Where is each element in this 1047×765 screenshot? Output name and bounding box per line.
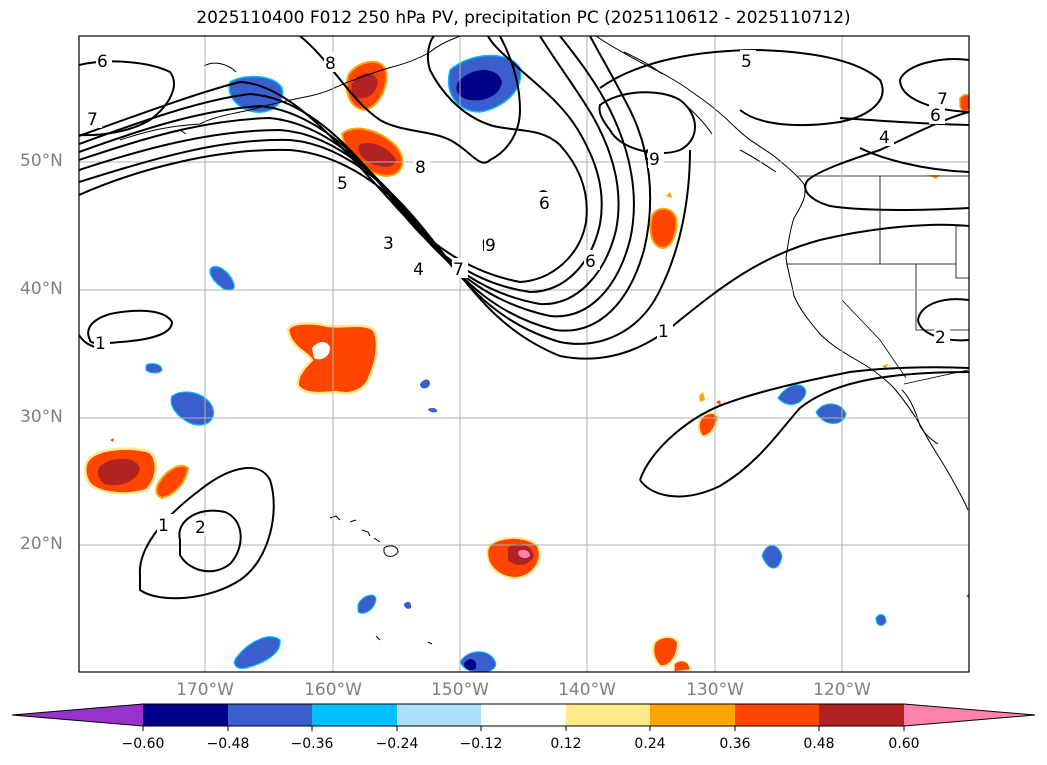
contour-label: 7 [937,90,948,110]
political-borders [786,175,969,385]
colorbar-tick: −0.60 [121,736,165,752]
contour-label: 5 [741,52,752,72]
contour-label: 3 [383,234,394,254]
contour-label: 1 [658,322,669,342]
colorbar-tick: −0.48 [206,736,250,752]
map-frame [78,35,970,673]
lon-label-120w: 120°W [813,680,871,700]
contour-label: 1 [158,516,169,536]
colorbar-tick: 0.36 [719,736,751,752]
colorbar-tick: 0.60 [888,736,920,752]
contour-label: 8 [415,158,426,178]
colorbar-swatch [12,704,143,726]
contour-label: 4 [413,260,424,280]
map-title: 2025110400 F012 250 hPa PV, precipitatio… [196,8,851,28]
lat-label-50n: 50°N [20,151,63,171]
contour-label: 5 [337,174,348,194]
contour-label: 2 [195,518,206,538]
colorbar-tick: −0.12 [459,736,503,752]
contour-label: 8 [325,54,336,74]
contour-label: 6 [97,52,108,72]
colorbar-swatch [228,704,312,726]
colorbar-swatch [397,704,481,726]
pv-contours [79,36,969,600]
graticule [79,36,969,672]
colorbar-swatch [650,704,735,726]
colorbar-swatch [735,704,819,726]
lon-label-140w: 140°W [558,680,616,700]
contour-label: 6 [585,252,596,272]
lat-label-30n: 30°N [20,407,63,427]
contour-label: 1 [95,334,106,354]
contour-labels: 6 7 8 5 3 4 7 8 9 6 1 5 7 6 4 1 2 1 2 [86,50,952,538]
colorbar-swatch [143,704,228,726]
contour-label: 9 [485,236,496,256]
colorbar-tick: −0.36 [290,736,334,752]
colorbar-tick: 0.12 [550,736,582,752]
lon-label-130w: 130°W [686,680,744,700]
contour-label: 2 [935,328,946,348]
contour-label: 7 [453,260,464,280]
colorbar-tick: 0.48 [803,736,835,752]
contour-label: 7 [87,110,98,130]
lon-label-170w: 170°W [176,680,234,700]
colorbar-swatch [566,704,650,726]
contour-label: 6 [539,194,550,214]
precip-negative-regions [145,54,969,672]
colorbar [11,703,1036,731]
colorbar-tick: −0.24 [375,736,419,752]
colorbar-swatch [819,704,904,726]
lon-label-150w: 150°W [431,680,489,700]
colorbar-swatch [312,704,397,726]
lon-label-160w: 160°W [304,680,362,700]
map-plot-area [79,36,969,672]
coastlines [119,36,969,511]
colorbar-tick: 0.24 [634,736,666,752]
contour-label: 9 [649,150,660,170]
colorbar-swatch [481,704,566,726]
contour-label: 6 [930,106,941,126]
lat-label-40n: 40°N [20,279,63,299]
lat-label-20n: 20°N [20,534,63,554]
colorbar-swatch [904,704,1035,726]
contour-label: 4 [879,128,890,148]
precip-positive-regions [84,61,969,672]
